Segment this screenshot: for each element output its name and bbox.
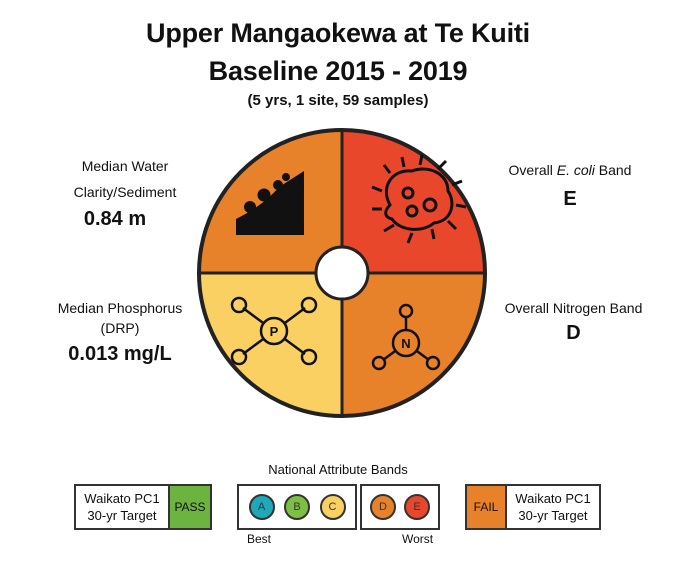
- band-e-letter: E: [413, 501, 421, 513]
- pass-box: PASS: [168, 484, 212, 530]
- nitrogen-molecule-icon: [371, 303, 441, 371]
- sediment-icon: [236, 171, 304, 235]
- band-e-circle: E: [404, 494, 430, 520]
- band-a-circle: A: [248, 494, 275, 520]
- band-b-letter: B: [293, 501, 301, 513]
- clarity-label-line-1: Median Water: [81, 158, 169, 174]
- phosphorus-label-line-1: Median Phosphorus: [57, 300, 183, 316]
- fail-label: FAIL: [473, 499, 499, 514]
- phosphorus-icon-letter: P: [270, 324, 279, 339]
- outer-ring: [197, 128, 487, 418]
- title-line-2: Baseline 2015 - 2019: [208, 56, 468, 86]
- title-line-1: Upper Mangaokewa at Te Kuiti: [146, 18, 530, 48]
- phosphorus-value: 0.013 mg/L: [68, 343, 172, 365]
- clarity-label: Median Water Clarity/Sediment: [40, 156, 210, 202]
- band-d-letter: D: [379, 501, 387, 513]
- pc1-target-right: Waikato PC1 30-yr Target: [505, 484, 601, 530]
- center-hole: [314, 245, 370, 301]
- ecoli-label-prefix: Overall: [508, 162, 557, 178]
- pc1-left-line-1: Waikato PC1: [84, 491, 160, 506]
- phosphorus-molecule-icon: [230, 296, 318, 366]
- pc1-right-line-2: 30-yr Target: [518, 508, 588, 523]
- band-b-circle: B: [284, 494, 310, 520]
- best-label: Best: [247, 532, 272, 546]
- quadrant-circle: P N: [197, 128, 487, 418]
- clarity-value: 0.84 m: [83, 208, 147, 230]
- bacteria-icon: [371, 154, 467, 244]
- legend-title: National Attribute Bands: [268, 462, 408, 477]
- ecoli-value: E: [563, 188, 577, 210]
- ecoli-label-italic: E. coli: [556, 162, 595, 178]
- band-c-circle: C: [319, 494, 346, 520]
- pc1-right-line-1: Waikato PC1: [515, 491, 591, 506]
- clarity-label-line-2: Clarity/Sediment: [73, 184, 177, 200]
- band-a-letter: A: [257, 501, 266, 513]
- band-d-circle: D: [370, 494, 396, 520]
- subtitle: (5 yrs, 1 site, 59 samples): [247, 92, 429, 109]
- nitrogen-label: Overall Nitrogen Band: [504, 300, 643, 316]
- pass-label: PASS: [174, 499, 206, 514]
- fail-box: FAIL: [465, 484, 507, 530]
- ecoli-label: Overall E. coli Band: [490, 160, 650, 180]
- bands-worst-group: D E: [360, 484, 440, 530]
- ecoli-label-suffix: Band: [594, 162, 632, 178]
- phosphorus-label: Median Phosphorus (DRP): [35, 298, 205, 338]
- bands-best-group: A B C: [237, 484, 357, 530]
- nitrogen-icon-letter: N: [401, 336, 410, 351]
- pc1-left-line-2: 30-yr Target: [87, 508, 157, 523]
- pc1-target-left: Waikato PC1 30-yr Target: [74, 484, 170, 530]
- nitrogen-value: D: [566, 322, 581, 344]
- phosphorus-label-line-2: (DRP): [100, 320, 140, 336]
- worst-label: Worst: [402, 532, 434, 546]
- band-c-letter: C: [328, 501, 337, 513]
